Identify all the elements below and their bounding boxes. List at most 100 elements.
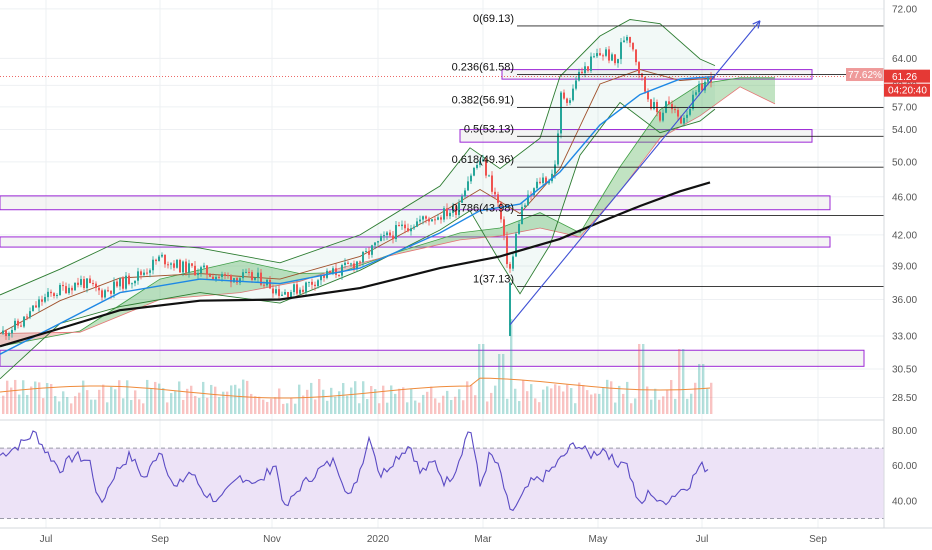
candle-body xyxy=(128,275,130,284)
volume-bar xyxy=(126,380,129,414)
volume-bar xyxy=(378,403,381,414)
volume-bar xyxy=(546,386,549,414)
candle-body xyxy=(155,259,157,262)
volume-bar xyxy=(274,397,277,414)
volume-bar xyxy=(278,388,281,414)
candle-body xyxy=(299,289,301,294)
volume-bar xyxy=(86,390,89,414)
candle-body xyxy=(599,53,601,56)
candle-body xyxy=(173,263,175,268)
volume-bar xyxy=(342,383,345,414)
candle-body xyxy=(170,263,172,265)
volume-bar xyxy=(706,388,709,414)
volume-bar xyxy=(514,388,517,414)
volume-bar xyxy=(74,396,77,414)
volume-bar xyxy=(214,386,217,414)
volume-bar xyxy=(362,381,365,414)
volume-bar xyxy=(426,391,429,414)
volume-bar xyxy=(654,388,657,414)
volume-bar xyxy=(358,403,361,414)
resistance-zone xyxy=(0,236,831,248)
candle-body xyxy=(23,316,25,327)
volume-bar xyxy=(498,354,501,414)
candle-body xyxy=(644,76,646,92)
volume-bar xyxy=(418,402,421,414)
price-tick-label: 64.00 xyxy=(892,54,917,65)
candle-body xyxy=(671,104,673,110)
volume-bar xyxy=(226,391,229,414)
volume-bar xyxy=(386,402,389,414)
candle-body xyxy=(419,219,421,222)
candle-body xyxy=(482,159,484,162)
candle-body xyxy=(659,112,661,121)
candle-body xyxy=(284,292,286,295)
candle-body xyxy=(254,277,256,280)
volume-bar xyxy=(170,393,173,414)
volume-bars xyxy=(0,319,713,414)
candle-body xyxy=(476,164,478,168)
candle-body xyxy=(584,66,586,74)
volume-bar xyxy=(554,384,557,414)
candle-body xyxy=(140,271,142,275)
candle-body xyxy=(707,76,709,82)
volume-bar xyxy=(446,390,449,414)
fibonacci-levels: 0(69.13) 0.236(61.58) 0.382(56.91) 0.5(53.1… xyxy=(452,13,884,288)
volume-bar xyxy=(694,382,697,414)
volume-bar xyxy=(138,399,141,414)
candle-body xyxy=(206,265,208,275)
candle-body xyxy=(68,287,70,294)
volume-bar xyxy=(298,384,301,414)
price-tick-label: 57.00 xyxy=(892,102,917,113)
volume-bar xyxy=(642,344,645,414)
volume-bar xyxy=(422,394,425,414)
resistance-zone xyxy=(459,129,813,143)
volume-bar xyxy=(638,344,641,414)
candle-body xyxy=(620,42,622,60)
candle-body xyxy=(176,259,178,268)
price-tick-label: 42.00 xyxy=(892,230,917,241)
volume-bar xyxy=(614,402,617,414)
volume-bar xyxy=(258,396,261,414)
volume-bar xyxy=(10,387,13,414)
candle-body xyxy=(662,112,664,121)
candle-body xyxy=(404,224,406,229)
candle-body xyxy=(146,272,148,274)
candle-body xyxy=(224,274,226,276)
fib-label: 0.5(53.13) xyxy=(464,123,514,135)
rsi-pane xyxy=(0,419,884,519)
candle-body xyxy=(71,287,73,291)
price-tick-label: 39.00 xyxy=(892,261,917,272)
candle-body xyxy=(614,54,616,64)
volume-bar xyxy=(438,402,441,414)
candle-body xyxy=(383,235,385,237)
candle-body xyxy=(473,167,475,176)
volume-bar xyxy=(34,381,37,414)
volume-bar xyxy=(382,385,385,414)
volume-bar xyxy=(162,388,165,414)
candle-body xyxy=(308,281,310,283)
candle-body xyxy=(83,279,85,289)
candle-body xyxy=(167,264,169,266)
time-tick-label: Jul xyxy=(696,534,709,545)
candle-body xyxy=(689,108,691,115)
fib-label: 0.618(49.36) xyxy=(452,154,514,166)
candle-body xyxy=(347,262,349,264)
volume-bar xyxy=(590,394,593,414)
candle-body xyxy=(2,330,4,334)
candle-body xyxy=(131,283,133,285)
candle-body xyxy=(236,278,238,283)
fib-label: 0.382(56.91) xyxy=(452,95,514,107)
candle-body xyxy=(551,173,553,182)
candle-body xyxy=(77,282,79,285)
volume-bar xyxy=(178,381,181,414)
volume-bar xyxy=(570,388,573,414)
candle-body xyxy=(548,181,550,184)
candle-body xyxy=(275,289,277,294)
candle-body xyxy=(509,264,511,269)
candle-body xyxy=(200,267,202,274)
candle-body xyxy=(26,316,28,318)
overlay-annotations: 77.62% xyxy=(0,20,884,326)
candle-body xyxy=(524,205,526,207)
candle-body xyxy=(572,88,574,101)
